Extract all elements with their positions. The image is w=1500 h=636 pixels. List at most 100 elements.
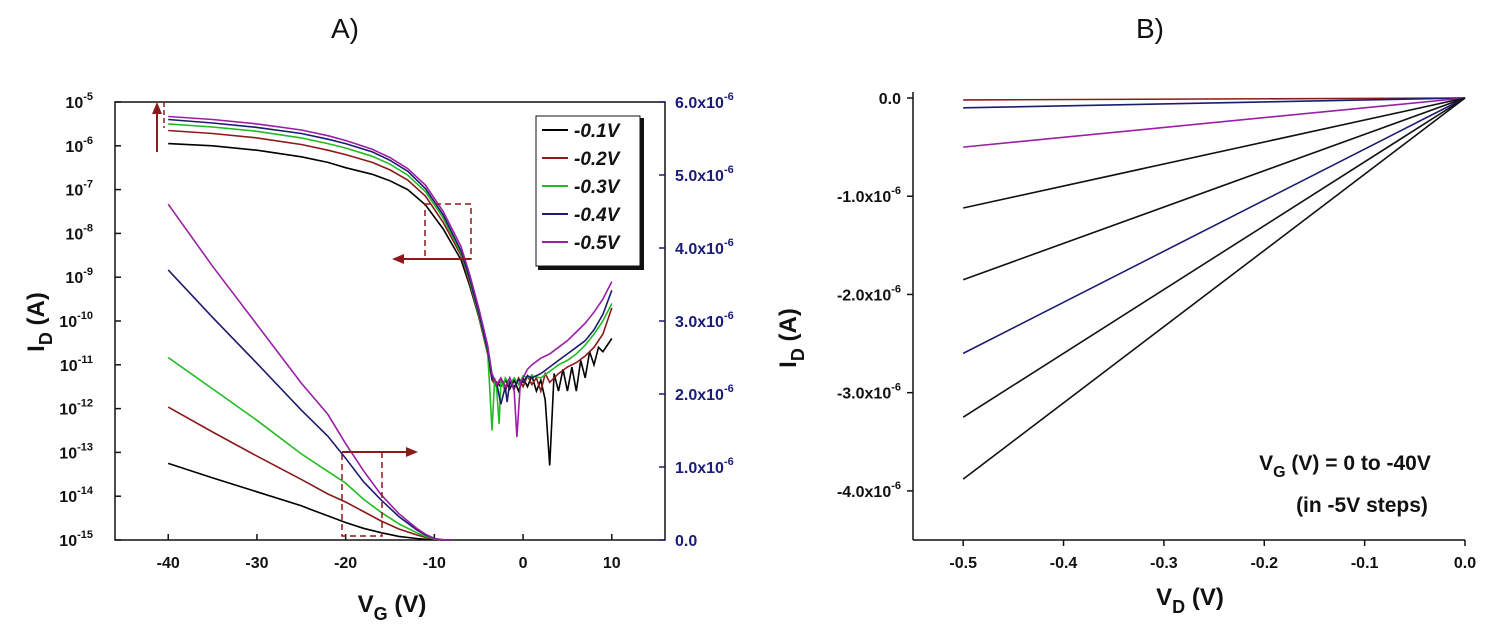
right-arrow-head-icon: [406, 447, 418, 457]
panel-a-ytick-right: 1.0x10-6: [675, 456, 734, 477]
panel-a-ytick-right-exp: -6: [724, 383, 734, 395]
panel-a-xtick-label: -20: [334, 555, 357, 572]
panel-a-ytick-right-exp: -6: [724, 310, 734, 322]
panel-a-ylabel: ID (A): [23, 292, 56, 352]
panel-b-ytick-base: -2.0x10: [837, 287, 891, 304]
panel-a-xtick-label: -30: [245, 555, 268, 572]
panel-a-ytick-left: 10-9: [65, 266, 93, 287]
panel-a-ytick-left: 10-7: [65, 179, 93, 200]
panel-a-ytick-right-base: 2.0x10: [675, 387, 724, 404]
panel-b-ytick-base: -1.0x10: [837, 189, 891, 206]
panel-a-ytick-right-base: 5.0x10: [675, 168, 724, 185]
linear-curve--0.1V: [167, 462, 453, 541]
panel-b-xtick-label: -0.1: [1351, 555, 1379, 572]
panel-a-xtick-label: -40: [157, 555, 180, 572]
iv-line: [962, 97, 1466, 480]
panel-b-ytick: -2.0x10-6: [837, 283, 901, 304]
panel-b-ytick-exp: -6: [891, 480, 901, 492]
legend-label: -0.2V: [574, 149, 621, 170]
panel-b-xtick-label: 0.0: [1454, 555, 1476, 572]
panel-a-ytick-left: 10-12: [59, 398, 93, 419]
log-curve--0.5V: [168, 115, 613, 438]
log-curve--0.1V: [168, 142, 613, 466]
panel-b-ytick-base: -4.0x10: [837, 484, 891, 501]
panel-a-ytick-left-exp: -15: [77, 529, 93, 541]
vg-annotation-rest: (V) = 0 to -40V: [1286, 452, 1431, 475]
panel-b-ytick: -4.0x10-6: [837, 480, 901, 501]
panel-b-xlabel-sub: D: [1172, 597, 1185, 617]
legend: -0.1V -0.2V -0.3V -0.4V -0.5V: [535, 115, 644, 270]
panel-b-ytick: -3.0x10-6: [837, 382, 901, 403]
panel-a-ytick-right-exp: -6: [724, 91, 734, 103]
log-curve--0.4V: [168, 118, 613, 405]
panel-a-ylabel-main: I: [23, 345, 50, 352]
linear-curve--0.2V: [167, 406, 453, 541]
panel-a-ticks: -40 -30 -20 -10 0 1010-510-610-710-810-910-10…: [59, 91, 733, 572]
panel-a-ylabel-unit: (A): [23, 292, 50, 332]
panel-a-ytick-left-base: 10: [59, 533, 77, 550]
left-arrow-head-icon: [392, 254, 404, 264]
panel-a-ytick-left-exp: -6: [83, 135, 93, 147]
legend-label: -0.1V: [574, 121, 621, 142]
panel-a-ytick-left: 10-13: [59, 441, 93, 462]
legend-label: -0.5V: [574, 233, 621, 254]
panel-a-ytick-right: 6.0x10-6: [675, 91, 734, 112]
panel-a-ytick-left-exp: -14: [77, 485, 94, 497]
panel-a-ytick-left-exp: -5: [83, 91, 93, 103]
panel-a-ytick-left-base: 10: [65, 270, 83, 287]
vg-range-annotation: VG (V) = 0 to -40V: [1259, 452, 1431, 481]
panel-b-lines: [962, 97, 1466, 480]
panel-a-xlabel: VG (V): [358, 591, 427, 624]
panel-a-label: A): [331, 13, 359, 44]
panel-a-ytick-left-exp: -12: [77, 398, 93, 410]
panel-a-xtick-label: -10: [423, 555, 446, 572]
panel-a-ytick-left: 10-8: [65, 222, 93, 243]
vg-step-annotation: (in -5V steps): [1296, 494, 1428, 517]
panel-a-ytick-right: 2.0x10-6: [675, 383, 734, 404]
vg-annotation-sub: G: [1273, 464, 1285, 481]
panel-a-chart: -40 -30 -20 -10 0 1010-510-610-710-810-910-10…: [23, 91, 734, 624]
linear-curve--0.5V: [167, 203, 453, 541]
panel-a-ytick-right-base: 0.0: [675, 533, 697, 550]
panel-a-ytick-left: 10-11: [60, 354, 93, 375]
panel-a-ytick-right: 4.0x10-6: [675, 237, 734, 258]
panel-a-ytick-left-exp: -8: [83, 222, 93, 234]
iv-line: [963, 97, 1466, 148]
panel-a-xlabel-main: V: [358, 591, 374, 618]
panel-a-ytick-left-base: 10: [65, 226, 83, 243]
iv-line: [963, 97, 1466, 101]
panel-a-ytick-left: 10-15: [59, 529, 93, 550]
panel-b-xtick-label: -0.2: [1250, 555, 1278, 572]
panel-b-xlabel-main: V: [1156, 584, 1172, 611]
panel-a-linear-curves: [167, 203, 453, 541]
legend-shadow: [640, 118, 644, 268]
panel-a-ytick-right-exp: -6: [724, 237, 734, 249]
panel-a-ytick-left-base: 10: [65, 183, 83, 200]
panel-b-ylabel: ID (A): [775, 308, 808, 368]
panel-a-ytick-left-base: 10: [59, 314, 77, 331]
panel-a-ylabel-sub: D: [36, 332, 56, 345]
panel-a-ytick-right: 3.0x10-6: [675, 310, 734, 331]
panel-a-ytick-right-exp: -6: [724, 456, 734, 468]
panel-a-ytick-left-base: 10: [60, 358, 78, 375]
panel-a-ytick-right-base: 6.0x10: [675, 95, 724, 112]
legend-label: -0.4V: [574, 205, 621, 226]
panel-a-xlabel-sub: G: [374, 604, 388, 624]
panel-b-xtick-label: -0.5: [949, 555, 977, 572]
panel-a-ytick-right-exp: -6: [724, 164, 734, 176]
panel-a-ytick-left: 10-6: [65, 135, 93, 156]
iv-line: [962, 97, 1466, 418]
panel-a-xtick-label: 0: [519, 555, 528, 572]
panel-a-ytick-left-base: 10: [59, 402, 77, 419]
panel-a-ytick-left-exp: -10: [77, 310, 93, 322]
panel-a-ytick-left-base: 10: [65, 95, 83, 112]
panel-b-xtick-label: -0.4: [1050, 555, 1078, 572]
panel-b-ytick-exp: -6: [891, 283, 901, 295]
up-arrow-head-icon: [152, 102, 162, 114]
panel-b-xlabel: VD (V): [1156, 584, 1224, 617]
panel-a-ytick-left-base: 10: [59, 445, 77, 462]
panel-a-ytick-left-exp: -11: [78, 354, 93, 366]
panel-a-ytick-right: 0.0: [675, 533, 697, 550]
panel-a-ytick-left-base: 10: [59, 489, 77, 506]
